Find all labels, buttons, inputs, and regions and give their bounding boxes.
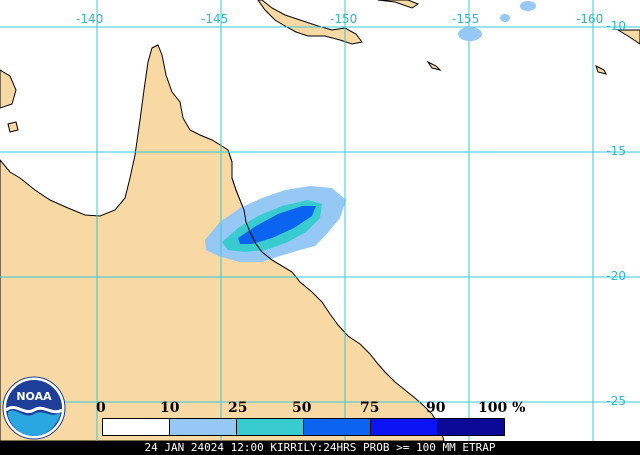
land-solomon (426, 60, 442, 71)
land-vanuatu-fragment (595, 65, 607, 75)
legend-swatch-75-90 (370, 418, 438, 436)
lon-label-155: -155 (452, 12, 480, 26)
lon-label-145: -145 (201, 12, 229, 26)
graticule (0, 0, 640, 441)
legend-tick-75: 75 (360, 400, 380, 416)
lat-label-20: -20 (606, 269, 626, 283)
lat-label-15: -15 (606, 144, 626, 158)
probability-shading (205, 186, 346, 262)
land-west-fragment (0, 69, 17, 109)
legend-tick-90: 90 (426, 400, 446, 416)
noaa-logo-text: NOAA (16, 390, 52, 403)
land-small-island (7, 121, 19, 133)
legend-tick-50: 50 (292, 400, 312, 416)
cloud-patch-1 (458, 27, 482, 41)
legend-tick-25: 25 (228, 400, 248, 416)
legend-swatch-0-10 (102, 418, 170, 436)
land-new-guinea (257, 0, 363, 45)
legend-tick-100: 100 % (478, 400, 526, 416)
footer-caption: 24 JAN 24024 12:00 KIRRILY:24HRS PROB >=… (0, 441, 640, 455)
lat-label-10: -10 (606, 19, 626, 33)
lon-label-160: -160 (576, 12, 604, 26)
land-islands-ne (377, 0, 420, 9)
legend-swatch-25-50 (236, 418, 304, 436)
legend-swatch-50-75 (303, 418, 371, 436)
cloud-patch-3 (500, 14, 510, 22)
coastline (227, 149, 293, 273)
lat-label-25: -25 (606, 394, 626, 408)
noaa-logo: NOAA (2, 376, 66, 440)
land-east-edge (616, 29, 640, 45)
lon-label-150: -150 (330, 12, 358, 26)
prob-50-75 (238, 206, 316, 244)
legend-swatch-90-100 (437, 418, 505, 436)
legend-tick-10: 10 (160, 400, 180, 416)
legend: 0 10 25 50 75 90 100 % (96, 400, 525, 440)
cloud-patch-2 (520, 1, 536, 11)
lon-label-140: -140 (76, 12, 104, 26)
legend-tick-0: 0 (96, 400, 106, 416)
legend-swatch-10-25 (169, 418, 237, 436)
